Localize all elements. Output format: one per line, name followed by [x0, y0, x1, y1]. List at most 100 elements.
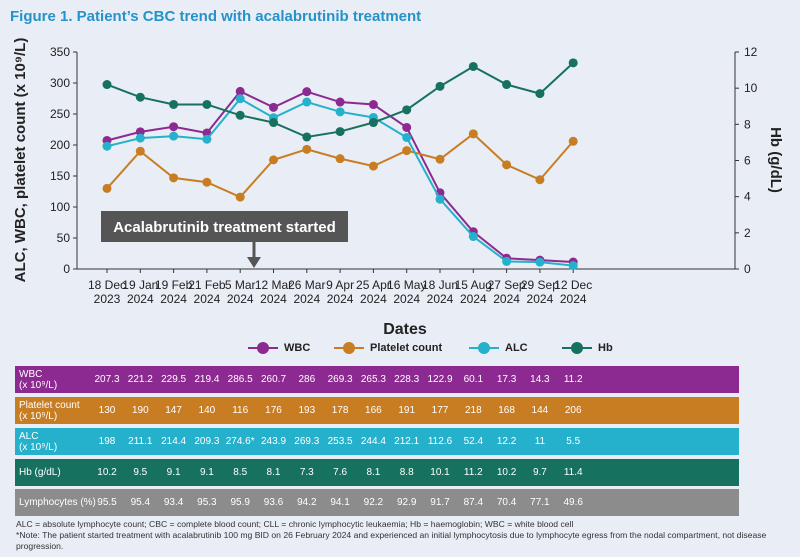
platelet-count-point: [135, 146, 145, 156]
table-cell: 91.7: [430, 497, 450, 508]
table-cell: 147: [165, 405, 182, 416]
table-cell: 286: [298, 374, 316, 385]
figure-title: Figure 1. Patient’s CBC trend with acala…: [10, 8, 422, 25]
x-tick-label: 9 Apr 2024: [326, 278, 354, 306]
alc-point: [235, 94, 245, 104]
wbc-point: [335, 97, 345, 107]
table-cell: 209.3: [194, 436, 220, 447]
left-y-tick-label: 250: [50, 107, 70, 121]
table-cell: 253.5: [327, 436, 353, 447]
hb-point: [335, 127, 345, 137]
platelet-count-point: [402, 146, 412, 156]
table-cell: 177: [431, 405, 449, 416]
x-tick-label: 25 Apr 2024: [356, 278, 391, 306]
platelet-count-point: [202, 177, 212, 187]
x-tick-label: 29 Sep 2024: [521, 278, 559, 306]
table-cell: 116: [232, 405, 249, 416]
wbc-point: [135, 127, 145, 137]
platelet-count-point: [535, 175, 545, 185]
alc-point: [135, 133, 145, 143]
chart-legend: WBC Platelet count ALC Hb: [0, 342, 800, 362]
platelet-count-point: [335, 154, 345, 164]
table-cell: 9.7: [532, 467, 547, 478]
legend-marker: [562, 342, 592, 354]
table-cell: 228.3: [394, 374, 420, 385]
hb-point: [568, 58, 578, 68]
table-row-label-line: Hb (g/dL): [19, 467, 61, 478]
hb-point: [435, 81, 445, 91]
table-row-label: Hb (g/dL): [19, 459, 61, 486]
x-tick-label: 26 Mar 2024: [288, 278, 325, 306]
x-tick-label: 18 Jun 2024: [422, 278, 458, 306]
x-tick-label: 5 Mar 2024: [225, 278, 256, 306]
table-cell: 9.1: [199, 467, 214, 478]
legend-item-hb: Hb: [562, 342, 613, 354]
table-cell: 286.5: [227, 374, 253, 385]
table-cell: 191: [398, 405, 416, 416]
legend-label: ALC: [505, 342, 528, 354]
alc-point: [502, 256, 512, 266]
table-cell: 274.6*: [225, 436, 255, 447]
alc-point: [202, 134, 212, 144]
table-cell: 166: [365, 405, 382, 416]
table-cell: 122.9: [427, 374, 453, 385]
table-row-label-line: (x 10⁹/L): [19, 379, 58, 391]
alc-point: [302, 97, 312, 107]
table-cell: 193: [298, 405, 316, 416]
table-cell: 130: [98, 405, 116, 416]
table-cell: 212.1: [394, 436, 420, 447]
table-cell: 10.2: [496, 467, 517, 478]
hb-point: [468, 61, 478, 71]
right-y-tick-label: 12: [744, 45, 758, 59]
platelet-count-point: [235, 192, 245, 202]
wbc-point: [302, 87, 312, 97]
table-cell: 93.4: [163, 497, 184, 508]
table-cell: 14.3: [530, 374, 550, 385]
platelet-count-point: [568, 136, 578, 146]
table-cell: 70.4: [496, 497, 517, 508]
legend-label: Platelet count: [370, 342, 443, 354]
table-cell: 229.5: [161, 374, 187, 385]
table-cell: 260.7: [260, 374, 287, 385]
table-cell: 211.1: [128, 436, 153, 447]
table-cell: 176: [265, 405, 282, 416]
alc-point: [468, 232, 478, 242]
hb-point: [402, 105, 412, 115]
platelet-count-point: [302, 144, 312, 154]
table-row-label-line: (x 10⁹/L): [19, 410, 58, 422]
alc-point: [568, 261, 578, 271]
table-cell: 168: [498, 405, 515, 416]
table-cell: 5.5: [566, 436, 581, 447]
left-y-tick-label: 200: [50, 138, 70, 152]
table-cell: 49.6: [563, 497, 583, 508]
table-row-label: ALC (x 10⁹/L): [19, 428, 57, 455]
table-cell: 214.4: [161, 436, 187, 447]
wbc-point: [235, 86, 245, 96]
table-cell: 206: [564, 405, 582, 416]
legend-marker: [248, 342, 278, 354]
platelet-count-point: [368, 161, 378, 171]
treatment-arrow-head: [247, 257, 261, 268]
wbc-point: [402, 122, 412, 132]
x-tick-label: 21 Feb 2024: [188, 278, 226, 306]
legend-marker: [469, 342, 499, 354]
table-cell: 95.9: [230, 497, 250, 508]
table-cell: 11.2: [563, 374, 583, 385]
table-cell: 7.3: [299, 467, 314, 478]
table-row: ALC (x 10⁹/L) 198 211.1 214.4 209.3 274.6* 243.…: [15, 428, 739, 455]
table-cell: 17.3: [496, 374, 517, 385]
table-cell: 93.6: [263, 497, 284, 508]
table-cell: 11: [534, 436, 546, 447]
hb-point: [269, 118, 278, 128]
x-tick-label: 19 Jan 2024: [122, 278, 158, 306]
alc-point: [335, 107, 345, 117]
table-row-label-line: ALC: [19, 430, 39, 442]
treatment-annotation-box: [101, 211, 348, 242]
left-y-tick-label: 300: [50, 76, 70, 90]
x-tick-label: 12 Mar 2024: [255, 278, 292, 306]
alc-point: [102, 141, 112, 151]
hb-point: [235, 110, 245, 120]
right-y-tick-label: 10: [744, 81, 758, 95]
table-cell: 9.5: [133, 467, 148, 478]
alc-point: [535, 257, 545, 267]
